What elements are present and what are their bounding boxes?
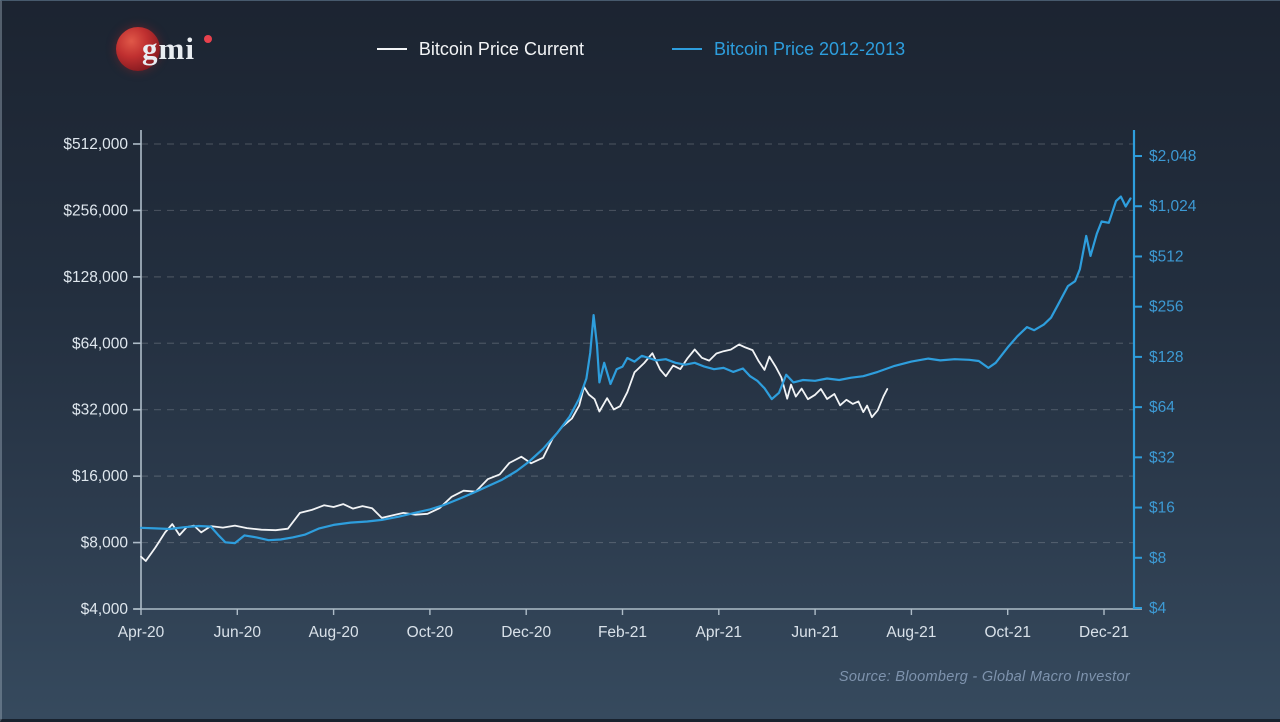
legend-item-current: Bitcoin Price Current: [376, 38, 584, 60]
right-axis-tick-label: $32: [1149, 449, 1175, 466]
left-axis-tick-label: $512,000: [63, 136, 128, 153]
series-line-left: [140, 343, 889, 562]
globe-icon: [116, 27, 160, 71]
logo-dot-icon: [204, 35, 212, 43]
right-axis-tick-label: $4: [1149, 600, 1167, 617]
x-axis-tick-label: Apr-21: [696, 624, 743, 641]
right-axis-tick-label: $512: [1149, 248, 1183, 265]
left-axis-tick-label: $4,000: [81, 601, 129, 618]
x-axis-tick-label: Apr-20: [118, 624, 165, 641]
source-note: Source: Bloomberg - Global Macro Investo…: [838, 669, 1130, 685]
legend-line-blue-icon: [671, 48, 702, 50]
x-axis-tick-label: Oct-20: [407, 624, 454, 641]
legend-label-2012-2013: Bitcoin Price 2012-2013: [713, 38, 906, 59]
right-axis-tick-label: $128: [1149, 349, 1183, 366]
left-axis-tick-label: $256,000: [63, 202, 128, 219]
x-axis-tick-label: Dec-20: [501, 624, 551, 641]
series-line-right: [139, 195, 1132, 545]
right-axis-tick-label: $256: [1149, 299, 1183, 316]
x-axis-tick-label: Feb-21: [598, 624, 647, 641]
right-axis-tick-label: $8: [1149, 550, 1166, 567]
x-axis-tick-label: Jun-21: [791, 624, 838, 641]
left-axis-tick-label: $32,000: [72, 402, 128, 419]
legend-label-current: Bitcoin Price Current: [418, 38, 584, 59]
left-axis-tick-label: $64,000: [72, 335, 128, 352]
left-axis-tick-label: $128,000: [63, 269, 128, 286]
legend-line-white-icon: [376, 48, 407, 50]
right-axis-tick-label: $64: [1149, 399, 1175, 416]
left-axis-tick-label: $16,000: [72, 468, 128, 485]
x-axis-tick-label: Oct-21: [984, 624, 1031, 641]
x-axis-tick-label: Aug-20: [309, 624, 359, 641]
chart-header: gmi Bitcoin Price Current Bitcoin Price …: [2, 1, 1280, 97]
x-axis-tick-label: Aug-21: [886, 624, 936, 641]
x-axis-tick-label: Dec-21: [1079, 624, 1129, 641]
right-axis-tick-label: $16: [1149, 500, 1175, 517]
legend: Bitcoin Price Current Bitcoin Price 2012…: [2, 1, 1280, 97]
legend-item-2012-2013: Bitcoin Price 2012-2013: [671, 38, 906, 60]
right-axis-tick-label: $1,024: [1149, 198, 1197, 215]
logo-text: gmi: [142, 31, 195, 66]
right-axis-tick-label: $2,048: [1149, 148, 1196, 165]
x-axis-tick-label: Jun-20: [214, 624, 262, 641]
gmi-logo: gmi: [116, 25, 226, 75]
left-axis-tick-label: $8,000: [81, 535, 129, 552]
